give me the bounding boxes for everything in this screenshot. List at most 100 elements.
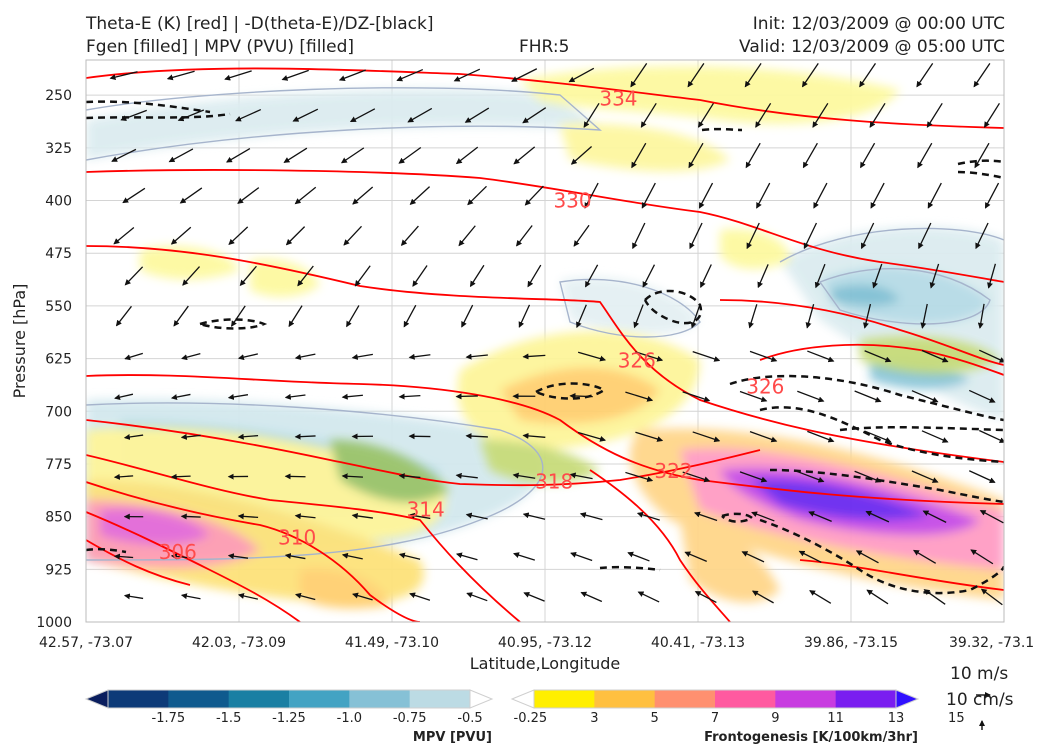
wind-arrow — [170, 226, 192, 245]
wind-arrow — [409, 592, 431, 601]
wind-arrow — [568, 67, 595, 83]
wind-arrow — [407, 107, 433, 123]
wind-arrow — [968, 470, 996, 484]
wind-arrow — [569, 393, 593, 400]
wind-arrow — [917, 142, 933, 169]
wind-arrow — [409, 186, 431, 205]
wind-arrow — [807, 430, 835, 443]
y-tick-label: 550 — [45, 299, 72, 315]
wind-arrow — [911, 390, 939, 403]
wind-arrow — [123, 593, 144, 600]
wind-arrow — [979, 429, 1004, 443]
colorbar-swatch — [594, 690, 656, 708]
wind-arrow — [226, 148, 251, 163]
wind-arrow — [352, 592, 373, 601]
wind-arrow — [635, 431, 664, 442]
wind-arrow — [744, 63, 762, 88]
wind-arrow — [351, 513, 373, 519]
valid-time: Valid: 12/03/2009 @ 05:00 UTC — [739, 37, 1005, 57]
theta-e-contour-label: 310 — [278, 526, 316, 550]
wind-arrow — [865, 510, 890, 523]
wind-arrow — [682, 391, 711, 402]
wind-arrow — [292, 108, 319, 122]
wind-arrow — [524, 185, 544, 206]
wind-arrow — [408, 353, 431, 360]
wind-arrow — [632, 222, 646, 250]
wind-arrow — [281, 69, 309, 81]
x-tick-label: 39.32, -73.1 — [949, 635, 1034, 651]
wind-arrow — [633, 304, 644, 329]
wind-arrow — [398, 552, 421, 560]
wind-arrow — [975, 222, 989, 250]
colorbar-tick-label: -1.5 — [216, 711, 241, 726]
wind-arrow — [469, 264, 485, 288]
wind-arrow — [749, 350, 778, 362]
wind-arrow — [636, 511, 660, 521]
wind-arrow — [692, 431, 721, 443]
wind-arrow — [177, 109, 205, 122]
colorbar-outline — [533, 689, 897, 709]
mpv-contour-lines — [86, 87, 1004, 561]
title-left-line2: Fgen [filled] | MPV (PVU) [filled] — [86, 37, 355, 57]
wind-arrow — [123, 434, 144, 440]
wind-arrow — [798, 550, 822, 563]
wind-arrow — [979, 349, 1004, 363]
wind-arrow — [974, 142, 990, 169]
wind-arrow — [453, 68, 481, 82]
wind-arrow — [580, 591, 603, 603]
wind-arrow — [111, 148, 137, 162]
wind-arrow — [412, 265, 428, 287]
x-tick-label: 42.57, -73.07 — [39, 635, 133, 651]
wind-arrow — [341, 393, 363, 400]
wind-arrow — [627, 551, 650, 562]
theta-e-contour-label: 330 — [553, 189, 591, 213]
wind-arrow — [802, 142, 818, 169]
wind-arrow — [870, 182, 885, 209]
wind-arrow — [803, 222, 818, 250]
wind-arrow — [461, 304, 474, 328]
x-tick-label: 40.41, -73.13 — [651, 635, 745, 651]
wind-arrow — [797, 470, 825, 483]
wind-arrow — [343, 225, 362, 246]
wind-arrow — [687, 63, 705, 88]
wind-arrow — [346, 305, 360, 328]
wind-arrow — [466, 592, 488, 602]
wind-arrow — [809, 590, 832, 604]
theta-e-contour-label: 314 — [407, 498, 445, 522]
wind-arrow — [812, 102, 829, 128]
colorbar-extend-right — [895, 689, 920, 709]
wind-arrow — [294, 353, 316, 360]
wind-arrow — [180, 513, 201, 520]
wind-arrow — [455, 146, 479, 165]
plot-frame — [85, 59, 1005, 623]
colorbar-tick-label: -0.5 — [457, 711, 482, 726]
wind-arrow — [511, 68, 538, 82]
wind-arrow — [455, 393, 478, 400]
wind-arrow — [756, 182, 771, 209]
wind-vectors — [109, 63, 1004, 606]
wind-arrow — [283, 147, 308, 163]
wind-arrow — [237, 353, 259, 361]
init-time: Init: 12/03/2009 @ 00:00 UTC — [752, 14, 1005, 34]
wind-arrow — [180, 433, 201, 440]
wind-arrow — [748, 304, 758, 329]
wind-arrow — [181, 353, 201, 361]
wind-arrow — [522, 107, 547, 124]
wind-arrow — [579, 512, 603, 521]
wind-arrow — [180, 593, 201, 600]
theta-e-contour-label: 326 — [618, 349, 656, 373]
colorbar-outline — [107, 689, 471, 709]
wind-arrow — [237, 513, 259, 520]
wind-arrow — [513, 552, 536, 561]
wind-arrow — [640, 102, 657, 128]
theta-e-contours — [86, 67, 1004, 622]
wind-arrow — [113, 553, 134, 560]
colorbar-swatch — [775, 690, 837, 708]
wind-arrow — [227, 394, 249, 400]
wind-arrow — [168, 148, 194, 163]
y-axis-ticks: 250 325 400 475 550 625 700 775 850 925 1000 — [36, 88, 72, 631]
wind-arrow — [341, 552, 363, 560]
quiver-key-vertical: 10 cm/s — [946, 690, 1014, 710]
theta-e-contour-label: 318 — [535, 470, 573, 494]
